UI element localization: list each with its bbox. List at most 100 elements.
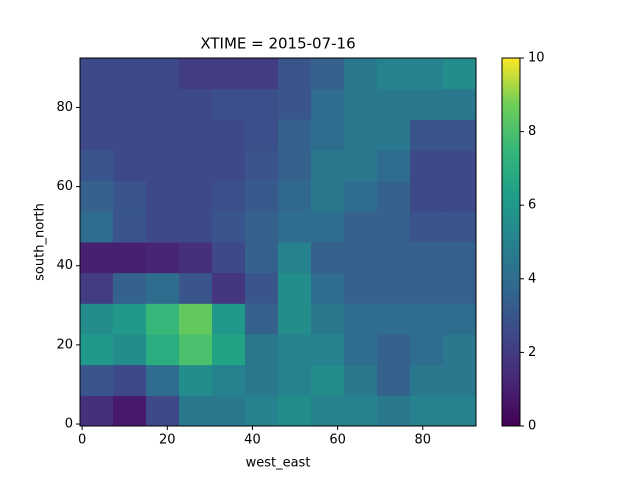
heatmap-cell <box>179 180 213 212</box>
heatmap-cell <box>212 395 246 427</box>
x-tick-label: 20 <box>159 433 176 448</box>
heatmap-cell <box>80 88 114 120</box>
heatmap-cell <box>278 211 312 243</box>
heatmap-cell <box>311 334 345 366</box>
heatmap-cell <box>443 364 477 396</box>
heatmap-cell <box>344 150 378 182</box>
heatmap-cell <box>113 242 147 274</box>
heatmap-cell <box>212 272 246 304</box>
heatmap-cell <box>410 303 444 335</box>
heatmap-cell <box>311 58 345 90</box>
heatmap-cell <box>410 119 444 151</box>
heatmap-cell <box>377 119 411 151</box>
heatmap-cell <box>377 303 411 335</box>
heatmap-cell <box>212 242 246 274</box>
y-tick-label: 0 <box>65 417 73 432</box>
colorbar-tick-label: 8 <box>528 124 536 139</box>
heatmap-cell <box>80 242 114 274</box>
heatmap-cell <box>410 334 444 366</box>
colorbar-tick-label: 10 <box>528 51 545 66</box>
heatmap-cell <box>80 395 114 427</box>
heatmap-cell <box>410 272 444 304</box>
heatmap-cell <box>311 211 345 243</box>
colorbar <box>501 57 521 427</box>
y-tick-label: 80 <box>56 100 73 115</box>
heatmap-cell <box>410 211 444 243</box>
heatmap-cell <box>113 364 147 396</box>
heatmap-cell <box>311 242 345 274</box>
x-tick-label: 40 <box>244 433 261 448</box>
x-tick-label: 80 <box>415 433 432 448</box>
heatmap-cell <box>245 211 279 243</box>
heatmap-cell <box>443 88 477 120</box>
heatmap-cell <box>113 88 147 120</box>
heatmap-cell <box>311 150 345 182</box>
heatmap-cell <box>245 58 279 90</box>
heatmap-cell <box>344 303 378 335</box>
heatmap-cell <box>278 334 312 366</box>
heatmap-cell <box>344 119 378 151</box>
heatmap-cell <box>146 395 180 427</box>
heatmap-cell <box>146 119 180 151</box>
heatmap-cell <box>311 272 345 304</box>
heatmap-cell <box>80 303 114 335</box>
heatmap-cell <box>146 88 180 120</box>
heatmap-cell <box>80 364 114 396</box>
heatmap-cell <box>212 58 246 90</box>
heatmap-cell <box>179 334 213 366</box>
y-tick-label: 40 <box>56 258 73 273</box>
heatmap-cell <box>146 272 180 304</box>
heatmap-cell <box>113 180 147 212</box>
heatmap-cell <box>311 180 345 212</box>
heatmap-cell <box>146 364 180 396</box>
heatmap-cell <box>245 272 279 304</box>
heatmap-cell <box>179 150 213 182</box>
heatmap-cell <box>245 180 279 212</box>
heatmap-cell <box>245 395 279 427</box>
heatmap-cell <box>179 303 213 335</box>
heatmap-cell <box>179 211 213 243</box>
heatmap-cell <box>245 303 279 335</box>
heatmap-cell <box>212 211 246 243</box>
heatmap-cell <box>80 180 114 212</box>
heatmap-cell <box>344 180 378 212</box>
heatmap-cell <box>212 364 246 396</box>
heatmap-cell <box>443 119 477 151</box>
heatmap-cell <box>80 58 114 90</box>
heatmap-cell <box>410 364 444 396</box>
heatmap-cell <box>278 364 312 396</box>
heatmap-cell <box>113 211 147 243</box>
heatmap-cell <box>179 119 213 151</box>
heatmap-cell <box>443 272 477 304</box>
heatmap-cell <box>377 211 411 243</box>
heatmap-cell <box>179 58 213 90</box>
heatmap-cell <box>278 58 312 90</box>
heatmap-cell <box>245 119 279 151</box>
heatmap-cell <box>311 364 345 396</box>
heatmap-cell <box>344 58 378 90</box>
heatmap-cell <box>311 303 345 335</box>
heatmap-cell <box>212 334 246 366</box>
heatmap-cell <box>212 150 246 182</box>
heatmap-cell <box>278 180 312 212</box>
heatmap-cell <box>113 150 147 182</box>
heatmap-cell <box>443 242 477 274</box>
heatmap-cell <box>179 88 213 120</box>
heatmap-cell <box>278 119 312 151</box>
heatmap-cell <box>443 303 477 335</box>
heatmap-cell <box>146 334 180 366</box>
heatmap-cell <box>146 242 180 274</box>
heatmap-cell <box>410 242 444 274</box>
heatmap-cell <box>245 334 279 366</box>
heatmap-cell <box>179 364 213 396</box>
heatmap-cell <box>443 211 477 243</box>
x-tick-label: 60 <box>329 433 346 448</box>
heatmap-cell <box>212 180 246 212</box>
chart-title: XTIME = 2015-07-16 <box>200 35 355 53</box>
heatmap-cell <box>377 334 411 366</box>
heatmap-cell <box>179 272 213 304</box>
colorbar-tick-label: 0 <box>528 419 536 434</box>
heatmap-cell <box>80 119 114 151</box>
heatmap-cell <box>410 150 444 182</box>
